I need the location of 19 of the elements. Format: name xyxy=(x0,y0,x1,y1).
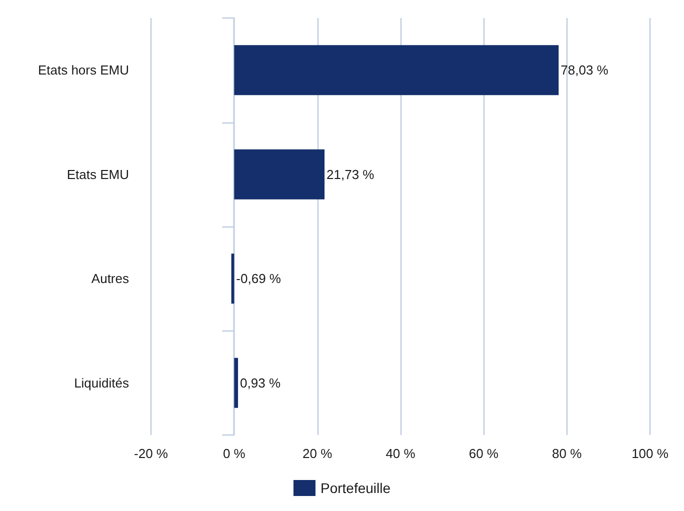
x-tick-label: 80 % xyxy=(552,446,582,461)
x-tick-label: 0 % xyxy=(222,446,246,461)
bar xyxy=(234,149,325,200)
y-tick-label: Autres xyxy=(91,271,130,286)
data-label: 0,93 % xyxy=(240,375,281,390)
y-tick-label: Etats hors EMU xyxy=(38,62,129,78)
x-tick-label: -20 % xyxy=(134,446,168,461)
bar xyxy=(234,45,559,96)
legend-label: Portefeuille xyxy=(320,480,391,496)
data-label: 21,73 % xyxy=(326,166,375,182)
y-tick-label: Liquidités xyxy=(74,375,130,390)
y-tick-label: Etats EMU xyxy=(66,166,129,182)
x-tick-label: 40 % xyxy=(386,446,416,461)
x-tick-label: 20 % xyxy=(302,446,333,461)
data-label: -0,69 % xyxy=(236,271,282,286)
data-label: 78,03 % xyxy=(560,62,609,78)
bar xyxy=(234,358,238,408)
x-tick-label: 60 % xyxy=(468,446,499,461)
x-tick-label: 100 % xyxy=(632,446,669,461)
